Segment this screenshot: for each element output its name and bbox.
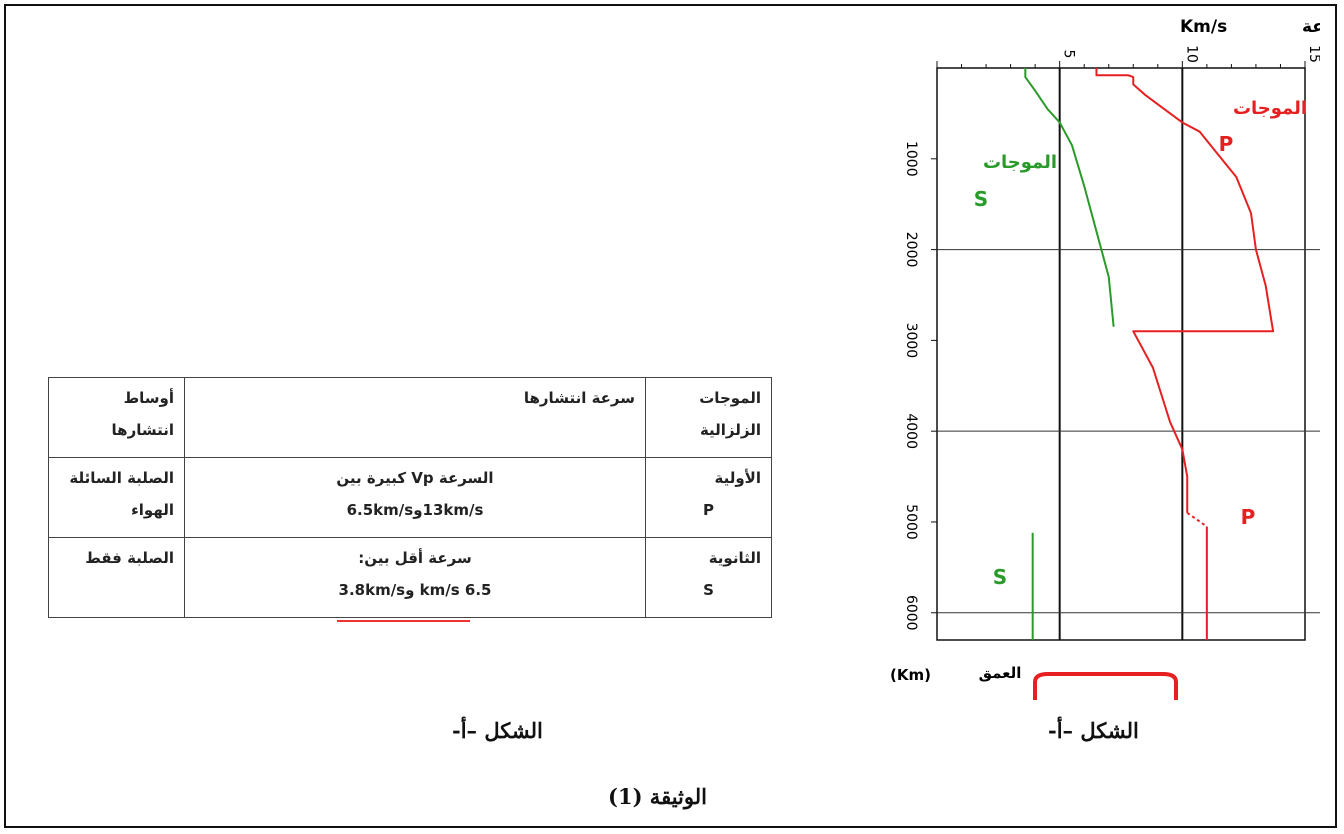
speed-line-1: السرعة Vp كبيرة بين [336, 469, 494, 487]
plot-area [936, 67, 1306, 641]
p-dashed-connector [1186, 512, 1208, 528]
y-tick-label: 3000 [903, 323, 919, 359]
header-speed: سرعة انتشارها [184, 377, 646, 458]
depth-axis-label: العمق [979, 664, 1022, 682]
speed-line-1: سرعة أقل بين: [358, 549, 472, 567]
red-underline-mark [337, 620, 470, 622]
speed-line-2: km/s 6.5 و3.8km/s [338, 581, 492, 599]
s-waves-label: الموجات [983, 152, 1057, 173]
y-tick-label: 4000 [903, 413, 919, 449]
seismic-waves-table: الموجات الزلزالية سرعة انتشارها أوساط ان… [48, 377, 772, 618]
series-line-1 [1024, 68, 1115, 327]
media-cell: الصلبة فقط [48, 537, 185, 618]
y-tick-label: 1000 [903, 141, 919, 177]
x-tick-label: 15 [1306, 45, 1320, 63]
header-wave: الموجات الزلزالية [645, 377, 772, 458]
figure-caption-left: الشكل –أ- [452, 718, 543, 743]
document-caption: الوثيقة (1) [608, 784, 707, 809]
speed-unit-label: Km/s [1180, 17, 1227, 37]
p-letter-bottom-label: P [1241, 505, 1256, 529]
header-media: أوساط انتشارها [48, 377, 185, 458]
y-tick-label: 5000 [903, 504, 919, 540]
wave-cell: الثانوية S [645, 537, 772, 618]
series-line-0 [1095, 68, 1275, 513]
depth-unit-label: (Km) [890, 666, 931, 684]
wave-name: الثانوية [708, 549, 761, 567]
p-waves-label: الموجات [1233, 98, 1307, 119]
figure-caption-right: الشكل –أ- [1048, 718, 1139, 743]
red-bracket-mark [1033, 672, 1178, 700]
y-tick-label: 6000 [903, 595, 919, 631]
speed-line-2: 13km/sو6.5km/s [346, 501, 484, 519]
speed-cell: سرعة أقل بين: km/s 6.5 و3.8km/s [184, 537, 646, 618]
p-letter-label: P [1219, 132, 1234, 156]
series-group [1024, 68, 1275, 640]
x-tick-label: 10 [1183, 45, 1199, 63]
wave-code: S [703, 581, 714, 599]
axis-ticks: 5 10 15 1000 2000 3000 4000 5000 6000 [903, 45, 1320, 630]
table-row: الأولية P السرعة Vp كبيرة بين 13km/sو6.5… [48, 457, 772, 538]
table-header-row: الموجات الزلزالية سرعة انتشارها أوساط ان… [48, 377, 772, 458]
s-letter-bottom-label: S [993, 565, 1007, 589]
table-row: الثانوية S سرعة أقل بين: km/s 6.5 و3.8km… [48, 537, 772, 618]
wave-cell: الأولية P [645, 457, 772, 538]
s-letter-label: S [974, 187, 988, 211]
speed-cell: السرعة Vp كبيرة بين 13km/sو6.5km/s [184, 457, 646, 538]
x-tick-label: 5 [1061, 50, 1077, 59]
wave-code: P [703, 501, 714, 519]
speed-axis-label: سرعة [1302, 17, 1320, 37]
document-frame [4, 4, 1337, 828]
wave-name: الأولية [714, 469, 762, 487]
media-cell: الصلبة السائلة الهواء [48, 457, 185, 538]
y-tick-label: 2000 [903, 232, 919, 268]
